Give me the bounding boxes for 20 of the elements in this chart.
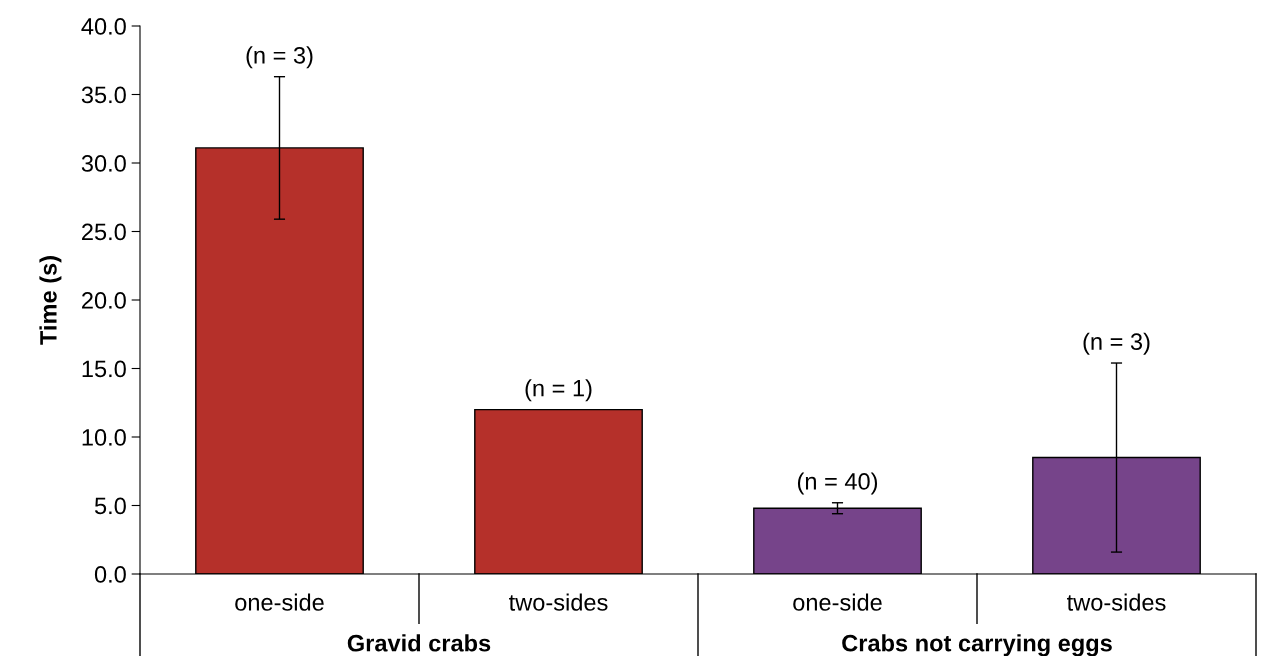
annotation: (n = 40) [797,472,878,495]
y-tick-label: 40.0 [81,18,126,35]
x-tick-label: two-sides [509,593,608,611]
y-tick-label: 25.0 [82,223,126,241]
annotation: (n = 3) [246,46,313,69]
x-tick-label: one-side [235,593,324,611]
y-tick-label: 20.0 [82,292,126,309]
y-tick-label: 0.0 [94,566,126,583]
x-tick-label: two-sides [1067,593,1166,611]
y-tick-label: 5.0 [94,497,126,515]
y-tick-label: 15.0 [82,360,126,378]
annotation: (n = 1) [525,379,592,402]
y-tick-label: 30.0 [81,155,126,172]
annotation: (n = 3) [1083,332,1150,355]
text: Crabs not carrying eggs [842,634,1112,656]
x-tick-label: one-side [793,593,882,611]
y-axis-title: Time (s) [39,256,62,345]
text: Gravid crabs [347,634,491,652]
y-tick-label: 35.0 [81,86,126,104]
y-tick-label: 10.0 [82,429,126,446]
